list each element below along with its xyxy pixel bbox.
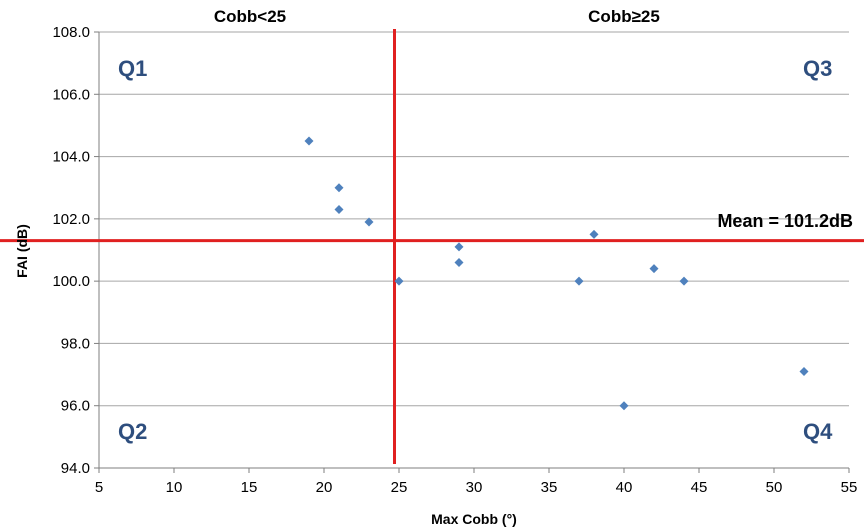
mean-line-label: Mean = 101.2dB [717,211,853,231]
x-tick-label: 30 [466,479,483,496]
y-tick-label: 108.0 [52,24,90,41]
x-tick-label: 50 [766,479,783,496]
y-tick-label: 104.0 [52,149,90,166]
quadrant-label-q2: Q2 [118,419,147,444]
x-tick-label: 40 [616,479,633,496]
x-tick-label: 20 [316,479,333,496]
data-point [649,264,659,274]
x-tick-label: 45 [691,479,708,496]
data-point [589,229,599,239]
y-tick-labels: 94.0 96.0 98.0 100.0 102.0 104.0 106.0 108.0 [52,24,90,477]
y-tick-label: 94.0 [61,460,90,477]
grid-lines [99,31,849,469]
x-tick-labels: 5 10 15 20 25 30 35 40 45 50 55 [95,479,858,496]
x-tick-label: 15 [241,479,258,496]
region-label-left: Cobb<25 [214,7,286,26]
x-tick-label: 35 [541,479,558,496]
data-point [334,205,344,215]
y-tick-label: 102.0 [52,211,90,228]
region-label-right: Cobb≥25 [588,7,660,26]
quadrant-label-q4: Q4 [803,419,833,444]
quadrant-label-q3: Q3 [803,56,832,81]
data-points [304,136,809,411]
quadrant-label-q1: Q1 [118,56,147,81]
data-point [619,401,629,411]
data-point [394,276,404,286]
y-tick-label: 106.0 [52,86,90,103]
y-tick-label: 96.0 [61,398,90,415]
reference-lines [0,29,864,464]
axes [94,31,850,473]
x-tick-label: 5 [95,479,103,496]
x-tick-label: 55 [841,479,858,496]
x-axis-title: Max Cobb (°) [431,511,517,527]
data-point [364,217,374,227]
data-point [574,276,584,286]
data-point [799,366,809,376]
data-point [679,276,689,286]
y-tick-label: 100.0 [52,273,90,290]
data-point [454,257,464,267]
x-tick-label: 10 [166,479,183,496]
data-point [454,242,464,252]
data-point [304,136,314,146]
x-tick-label: 25 [391,479,408,496]
data-point [334,183,344,193]
y-tick-label: 98.0 [61,335,90,352]
y-axis-title: FAI (dB) [14,224,30,278]
